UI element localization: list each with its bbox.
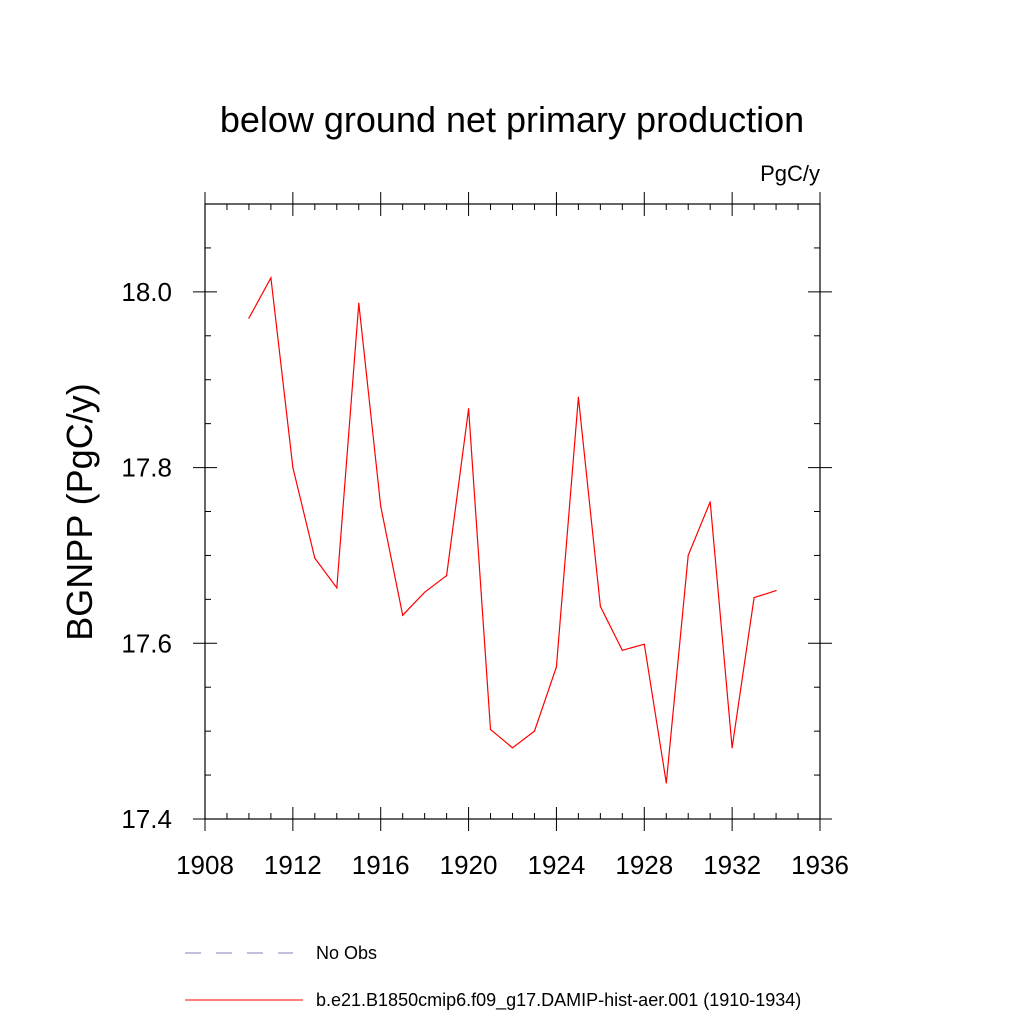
data-point [775,589,777,592]
data-point [533,730,536,732]
data-point [467,408,470,410]
plot-frame [204,203,821,820]
chart-title: below ground net primary production [220,99,804,140]
data-point [709,501,711,503]
data-point [731,747,733,749]
data-point [380,505,382,507]
x-tick-label: 1928 [615,850,673,880]
y-tick-label: 17.6 [121,628,172,658]
x-tick-label: 1920 [440,850,498,880]
y-tick-label: 17.8 [121,453,172,483]
x-tick-label: 1912 [264,850,322,880]
series-line [248,275,777,784]
legend-label: b.e21.B1850cmip6.f09_g17.DAMIP-hist-aer.… [316,990,801,1011]
legend: No Obs b.e21.B1850cmip6.f09_g17.DAMIP-his… [185,943,801,1011]
y-tick-label: 17.4 [121,804,172,834]
x-tick-label: 1932 [703,850,761,880]
x-tick-label: 1936 [791,850,849,880]
data-point [358,302,360,304]
data-point [336,587,338,589]
x-tick-label: 1916 [352,850,410,880]
data-point [665,782,667,784]
axis-ticks [193,192,832,831]
data-point [314,557,316,559]
x-tick-label: 1908 [176,850,234,880]
tick-labels: 1908 1912 1916 1920 1924 1928 1932 1936 17.4 17.6… [121,277,849,880]
data-point [292,466,294,469]
series-lines [248,275,777,784]
data-point [621,649,623,651]
data-point [555,666,558,668]
data-point [270,277,272,279]
data-point [643,643,645,645]
data-point [446,575,448,577]
data-point [511,747,514,749]
data-point [599,605,601,607]
units-label: PgC/y [760,161,820,186]
y-tick-label: 18.0 [121,277,172,307]
data-point [402,614,404,616]
data-point [753,597,755,599]
data-point [424,591,426,593]
data-point [687,554,689,557]
data-point [489,728,492,730]
data-point [248,317,250,319]
data-point [577,396,579,398]
y-axis-label: BGNPP (PgC/y) [59,383,100,640]
x-tick-label: 1924 [528,850,586,880]
legend-label: No Obs [316,943,377,963]
